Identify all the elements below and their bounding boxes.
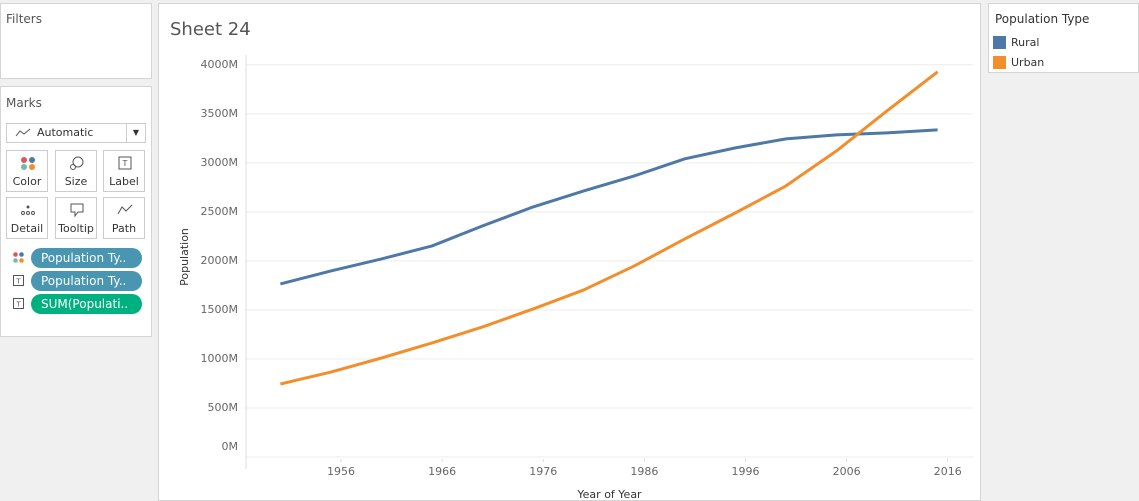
line-icon — [15, 128, 31, 137]
legend-swatch — [993, 36, 1006, 49]
card-label: Color — [12, 175, 42, 188]
label-icon: T — [13, 275, 24, 286]
legend-item[interactable]: Rural — [989, 33, 1138, 53]
svg-text:T: T — [15, 301, 21, 309]
legend-items: Rural Urban — [989, 33, 1138, 73]
y-tick-label: 4000M — [201, 58, 239, 71]
legend-label: Rural — [1011, 36, 1040, 49]
x-tick-label: 1956 — [327, 465, 355, 478]
color-icon — [13, 252, 24, 263]
y-tick-label: 2000M — [201, 254, 239, 267]
y-tick-label: 500M — [208, 401, 239, 414]
y-tick-label: 3000M — [201, 156, 239, 169]
x-tick-label: 1966 — [428, 465, 456, 478]
legend: Population Type Rural Urban — [988, 3, 1139, 73]
tooltip-card[interactable]: Tooltip — [55, 197, 97, 239]
pill[interactable]: SUM(Populati.. — [31, 294, 142, 314]
x-tick-label: 2016 — [934, 465, 962, 478]
svg-text:T: T — [15, 278, 21, 286]
svg-text:T: T — [122, 159, 128, 168]
x-tick-label: 1976 — [529, 465, 557, 478]
x-tick-label: 1986 — [630, 465, 658, 478]
x-tick-label: 2006 — [833, 465, 861, 478]
filters-shelf: Filters — [0, 3, 152, 79]
mark-type: Automatic — [37, 126, 94, 139]
label-icon: T — [13, 298, 24, 309]
y-tick-label: 1000M — [201, 352, 239, 365]
x-axis-label: Year of Year — [576, 488, 642, 501]
detail-card[interactable]: Detail — [6, 197, 48, 239]
marks-title: Marks — [6, 96, 42, 110]
card-label: Path — [111, 222, 137, 235]
dropdown-arrow: ▼ — [126, 124, 145, 142]
legend-title: Population Type — [995, 12, 1090, 26]
pill[interactable]: Population Ty.. — [31, 248, 142, 268]
card-label: Tooltip — [58, 222, 94, 235]
marks-card: Marks Automatic ▼ Color Size T Label Deta… — [0, 86, 152, 337]
series-line — [280, 70, 939, 386]
pill[interactable]: Population Ty.. — [31, 271, 142, 291]
y-tick-label: 1500M — [201, 303, 239, 316]
card-label: Label — [109, 175, 139, 188]
x-tick-label: 1996 — [731, 465, 759, 478]
card-label: Size — [64, 175, 88, 188]
card-label: Detail — [10, 222, 44, 235]
chart-title: Sheet 24 — [170, 19, 251, 40]
y-tick-label: 3500M — [201, 107, 239, 120]
chart: Sheet 24 0M 500M 1000M 1500M 2000M 2500M 3000M… — [158, 3, 981, 501]
label-card[interactable]: T Label — [103, 150, 145, 192]
y-tick-label: 2500M — [201, 205, 239, 218]
mark-type-dropdown[interactable]: Automatic ▼ — [6, 123, 146, 143]
legend-label: Urban — [1011, 56, 1045, 69]
y-tick-label: 0M — [222, 440, 239, 453]
size-card[interactable]: Size — [55, 150, 97, 192]
series-line — [280, 128, 938, 286]
y-axis-label: Population — [178, 228, 191, 286]
color-card[interactable]: Color — [6, 150, 48, 192]
legend-swatch — [993, 56, 1006, 69]
legend-item[interactable]: Urban — [989, 53, 1138, 73]
filters-title: Filters — [6, 12, 42, 26]
path-card[interactable]: Path — [103, 197, 145, 239]
